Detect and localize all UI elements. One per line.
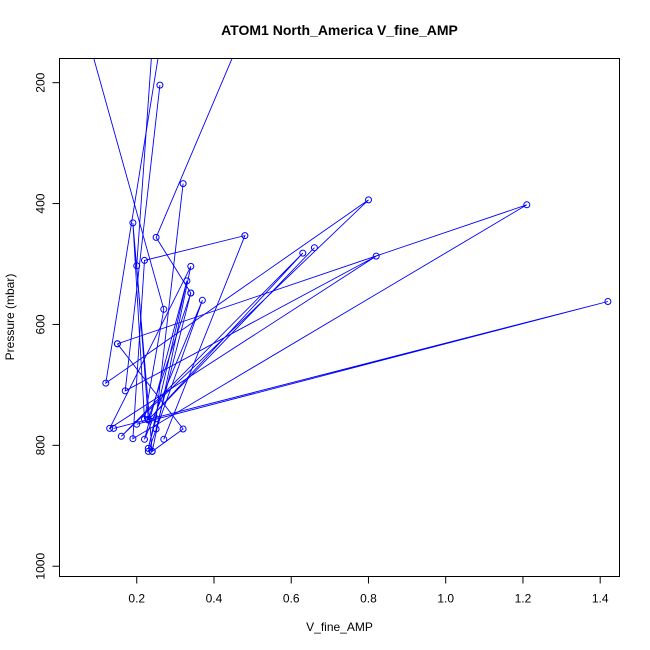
series-6-point	[187, 289, 195, 297]
series-3-point	[365, 196, 372, 204]
x-tick-label: 1.0	[437, 592, 454, 606]
x-tick-label: 0.6	[283, 592, 300, 606]
x-tick-label: 0.4	[206, 592, 223, 606]
chart-title: ATOM1 North_America V_fine_AMP	[221, 22, 458, 38]
y-axis: 200 400 600 800 1000	[34, 72, 60, 580]
series-3-point	[310, 244, 318, 252]
x-axis-label: V_fine_AMP	[306, 620, 373, 634]
series-7-point	[113, 340, 121, 348]
series-1-point	[179, 425, 187, 433]
series-7-point	[241, 232, 249, 240]
series-4-point	[187, 262, 195, 270]
plot-area	[93, 58, 612, 455]
series-8-point	[604, 298, 612, 305]
series-4-line	[108, 85, 377, 452]
series-3-point	[102, 379, 110, 387]
series-2-point	[144, 447, 152, 455]
series-6-point	[152, 233, 160, 241]
series-6-point	[152, 425, 160, 433]
y-tick-label: 200	[34, 72, 48, 92]
series-4-point	[156, 81, 164, 89]
series-1-point	[160, 305, 168, 313]
series-3-point	[299, 249, 307, 257]
series-5-point	[144, 415, 152, 423]
series-1-line	[93, 58, 184, 453]
series-4-point	[106, 424, 114, 432]
series-2-point	[141, 435, 148, 443]
series-3-point	[117, 432, 125, 440]
series-5-line	[136, 58, 192, 420]
series-6-line	[155, 58, 233, 430]
x-tick-label: 1.4	[592, 592, 609, 606]
y-tick-label: 600	[34, 314, 48, 334]
y-tick-label: 800	[34, 435, 48, 455]
series-2-point	[198, 296, 206, 304]
series-4-point	[148, 447, 156, 455]
x-axis: 0.2 0.4 0.6 0.8 1.0 1.2 1.4	[128, 576, 609, 606]
series-7-point	[160, 435, 168, 443]
series-7-point	[523, 201, 531, 209]
y-tick-label: 400	[34, 193, 48, 213]
series-8-line	[113, 301, 609, 429]
series-7-line	[117, 204, 528, 440]
y-tick-label: 1000	[34, 553, 48, 580]
series-8-point	[133, 420, 141, 428]
series-8-point	[110, 424, 118, 432]
series-7-point	[141, 256, 148, 264]
series-1-point	[129, 219, 137, 227]
x-tick-label: 1.2	[515, 592, 532, 606]
x-tick-label: 0.2	[128, 592, 145, 606]
series-2-point	[179, 180, 187, 188]
series-4-point	[121, 387, 129, 395]
x-tick-label: 0.8	[360, 592, 377, 606]
series-3-line	[105, 58, 369, 437]
series-4-point	[372, 252, 380, 260]
y-axis-label: Pressure (mbar)	[3, 274, 17, 361]
series-5-point	[133, 262, 141, 270]
plot-frame	[59, 58, 620, 577]
series-7-point	[129, 435, 137, 443]
